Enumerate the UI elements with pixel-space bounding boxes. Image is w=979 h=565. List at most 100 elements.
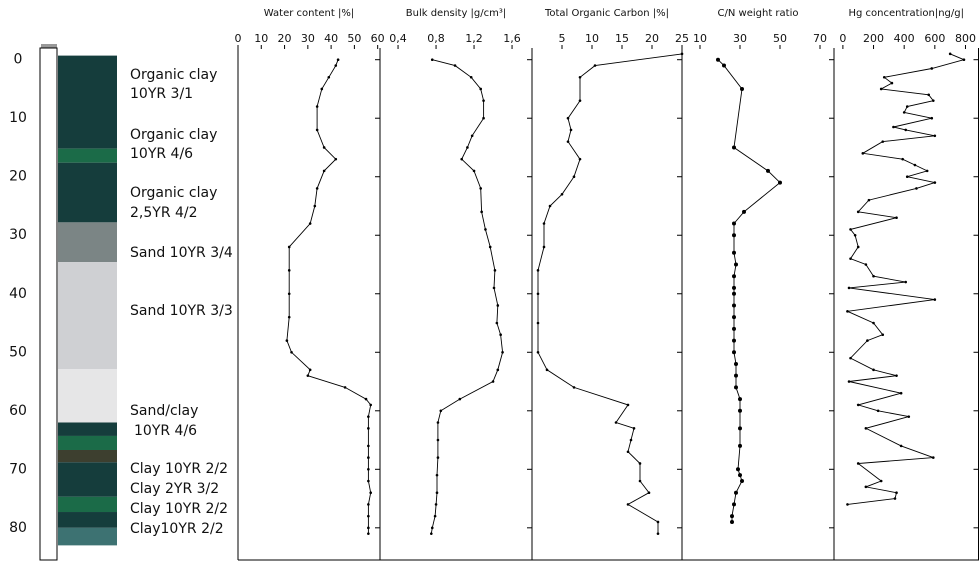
data-point xyxy=(367,468,370,471)
lithology-layer xyxy=(58,162,117,223)
data-point xyxy=(879,479,883,483)
data-point xyxy=(732,350,736,355)
data-point xyxy=(901,157,904,161)
data-point xyxy=(734,262,738,267)
data-point xyxy=(436,421,440,424)
x-tick-label: 600 xyxy=(924,32,945,45)
data-point xyxy=(430,526,434,530)
data-point xyxy=(460,157,464,161)
lithology-label: Organic clay xyxy=(130,127,217,143)
data-point xyxy=(560,192,564,196)
column-ticks xyxy=(41,44,57,48)
data-point xyxy=(638,462,642,465)
data-point xyxy=(899,444,903,448)
data-point xyxy=(734,373,738,378)
data-point xyxy=(740,86,744,91)
y-tick-label: 50 xyxy=(9,344,27,360)
data-point xyxy=(732,502,736,507)
data-point xyxy=(479,187,483,190)
data-point xyxy=(501,350,504,354)
data-point xyxy=(315,187,319,190)
data-point xyxy=(578,75,582,79)
data-point xyxy=(436,456,440,459)
depth-column xyxy=(39,47,58,561)
data-point xyxy=(334,64,338,67)
data-point xyxy=(469,75,473,79)
lithology-layer xyxy=(58,148,117,163)
data-point xyxy=(430,532,433,535)
data-line xyxy=(717,59,781,522)
data-point xyxy=(470,134,474,138)
x-tick-label: 15 xyxy=(615,32,629,45)
x-tick-label: 10 xyxy=(585,32,599,45)
data-point xyxy=(866,339,869,342)
data-point xyxy=(566,116,570,120)
data-point xyxy=(369,491,372,495)
x-tick-label: 50 xyxy=(773,32,787,45)
lithology-layer xyxy=(58,222,117,263)
data-point xyxy=(948,52,952,56)
data-point xyxy=(336,58,340,62)
data-point xyxy=(927,93,930,97)
data-point xyxy=(895,374,898,377)
lithology-label: 10YR 3/1 xyxy=(130,86,193,102)
lithology-layer xyxy=(58,496,117,513)
x-tick-label: 10 xyxy=(254,32,268,45)
lithology-label: 10YR 4/6 xyxy=(130,146,193,162)
x-tick-label: 20 xyxy=(645,32,659,45)
data-point xyxy=(367,456,370,459)
lithology-layer xyxy=(58,527,117,546)
x-tick-label: 25 xyxy=(675,32,689,45)
data-point xyxy=(572,175,576,179)
data-point xyxy=(849,228,852,231)
panel-title: C/N weight ratio xyxy=(718,8,799,19)
lithology-label: Organic clay xyxy=(130,67,217,83)
data-point xyxy=(902,111,906,114)
data-point xyxy=(881,333,885,337)
data-point xyxy=(435,473,439,477)
data-point xyxy=(722,63,726,68)
data-point xyxy=(656,532,660,535)
data-point xyxy=(933,298,937,301)
x-tick-label: 50 xyxy=(347,32,361,45)
data-point xyxy=(905,175,909,179)
data-point xyxy=(536,292,540,296)
y-tick-label: 30 xyxy=(9,227,27,243)
data-point xyxy=(436,438,440,442)
data-point xyxy=(479,87,483,91)
data-point xyxy=(895,216,898,219)
y-tick-label: 70 xyxy=(9,461,27,477)
data-point xyxy=(638,479,642,483)
data-point xyxy=(847,380,851,383)
data-point xyxy=(732,250,736,255)
data-point xyxy=(536,350,540,354)
data-point xyxy=(308,368,312,372)
y-tick-label: 20 xyxy=(9,169,27,185)
data-point xyxy=(482,99,485,102)
data-point xyxy=(962,58,966,62)
data-point xyxy=(472,169,476,173)
data-point xyxy=(287,292,291,296)
lithology-layer xyxy=(58,512,117,528)
data-point xyxy=(738,473,742,478)
lithology-layer xyxy=(58,262,117,370)
data-point xyxy=(905,105,909,108)
data-point xyxy=(856,403,860,407)
lithology-label: Clay 10YR 2/2 xyxy=(130,501,228,517)
data-point xyxy=(864,485,868,489)
data-point xyxy=(895,491,898,495)
x-tick-label: 60 xyxy=(371,32,385,45)
data-point xyxy=(495,321,499,325)
data-point xyxy=(732,291,736,296)
data-point xyxy=(893,497,897,500)
x-tick-label: 30 xyxy=(733,32,747,45)
data-point xyxy=(846,310,849,313)
data-point xyxy=(849,356,852,360)
data-point xyxy=(439,409,443,413)
lithology-label: 10YR 4/6 xyxy=(134,423,197,439)
data-point xyxy=(545,368,549,372)
data-point xyxy=(864,263,868,266)
data-point xyxy=(930,116,934,120)
x-tick-label: 0 xyxy=(235,32,242,45)
data-point xyxy=(732,274,736,279)
